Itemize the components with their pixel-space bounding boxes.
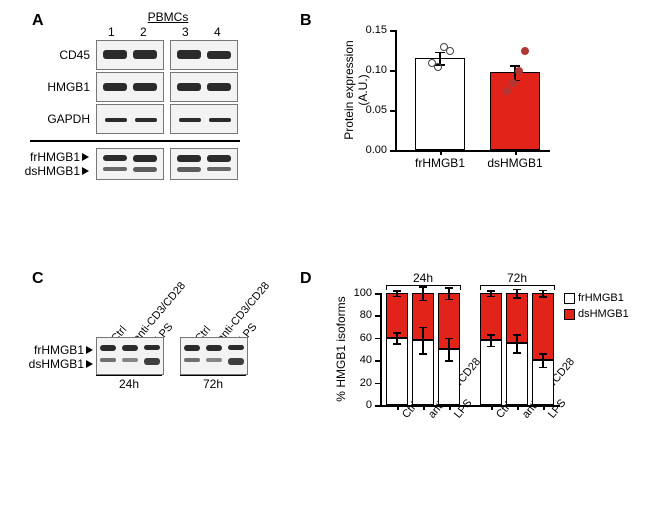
panel-c-blot-72h (180, 337, 248, 375)
bar-frHMGB1 (415, 58, 465, 150)
panel-b-chart: 0.000.050.100.15Protein expression (A.U.… (340, 20, 560, 180)
cd45-label: CD45 (40, 48, 90, 62)
panel-b-xlabel-0: frHMGB1 (410, 156, 470, 170)
panel-b-xlabel-1: dsHMGB1 (485, 156, 545, 170)
gapdh-label: GAPDH (40, 112, 90, 126)
lane-3: 3 (182, 25, 189, 39)
panel-a-divider (30, 140, 240, 142)
dshmgb1-a-label: dsHMGB1 (20, 164, 80, 178)
cd45-blot-left (96, 40, 164, 70)
panel-d-chart: 020406080100% HMGB1 isoformsCtrlanti-CD3… (330, 275, 630, 495)
gapdh-blot-right (170, 104, 238, 134)
panel-d-label: D (300, 270, 312, 288)
gapdh-blot-left (96, 104, 164, 134)
panel-a-label: A (32, 12, 44, 30)
panel-b-ylabel: Protein expression (A.U.) (342, 30, 370, 150)
panel-c-label: C (32, 270, 44, 288)
frhmgb1-a-label: frHMGB1 (20, 150, 80, 164)
panel-d-ylabel: % HMGB1 isoforms (334, 293, 348, 405)
hmgb1-blot-right (170, 72, 238, 102)
hmgb1-blot-left (96, 72, 164, 102)
lane-4: 4 (214, 25, 221, 39)
legend-swatch-frHMGB1 (564, 293, 575, 304)
panel-c-area: Ctrlanti-CD3/CD28LPS24hCtrlanti-CD3/CD28… (50, 275, 290, 415)
cd45-blot-right (170, 40, 238, 70)
panel-b-label: B (300, 12, 312, 30)
lane-1: 1 (108, 25, 115, 39)
legend-swatch-dsHMGB1 (564, 309, 575, 320)
panel-c-row-frHMGB1: frHMGB1 (22, 343, 84, 357)
lane-2: 2 (140, 25, 147, 39)
panel-c-row-dsHMGB1: dsHMGB1 (22, 357, 84, 371)
ds-arrow-a (82, 167, 89, 175)
panel-a-header: PBMCs (113, 10, 223, 24)
legend-label-frHMGB1: frHMGB1 (578, 292, 624, 304)
fr-arrow-a (82, 153, 89, 161)
hmgb1-label: HMGB1 (40, 80, 90, 94)
redox-blot-left (96, 148, 164, 180)
redox-blot-right (170, 148, 238, 180)
panel-c-blot-24h (96, 337, 164, 375)
legend-label-dsHMGB1: dsHMGB1 (578, 308, 629, 320)
